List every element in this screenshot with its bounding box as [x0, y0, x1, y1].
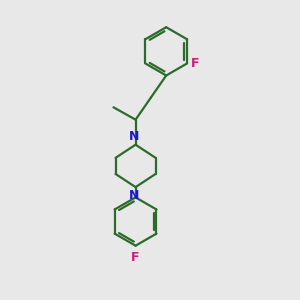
Text: F: F	[131, 251, 140, 264]
Text: N: N	[129, 189, 139, 202]
Text: N: N	[129, 130, 139, 143]
Text: F: F	[191, 57, 200, 70]
